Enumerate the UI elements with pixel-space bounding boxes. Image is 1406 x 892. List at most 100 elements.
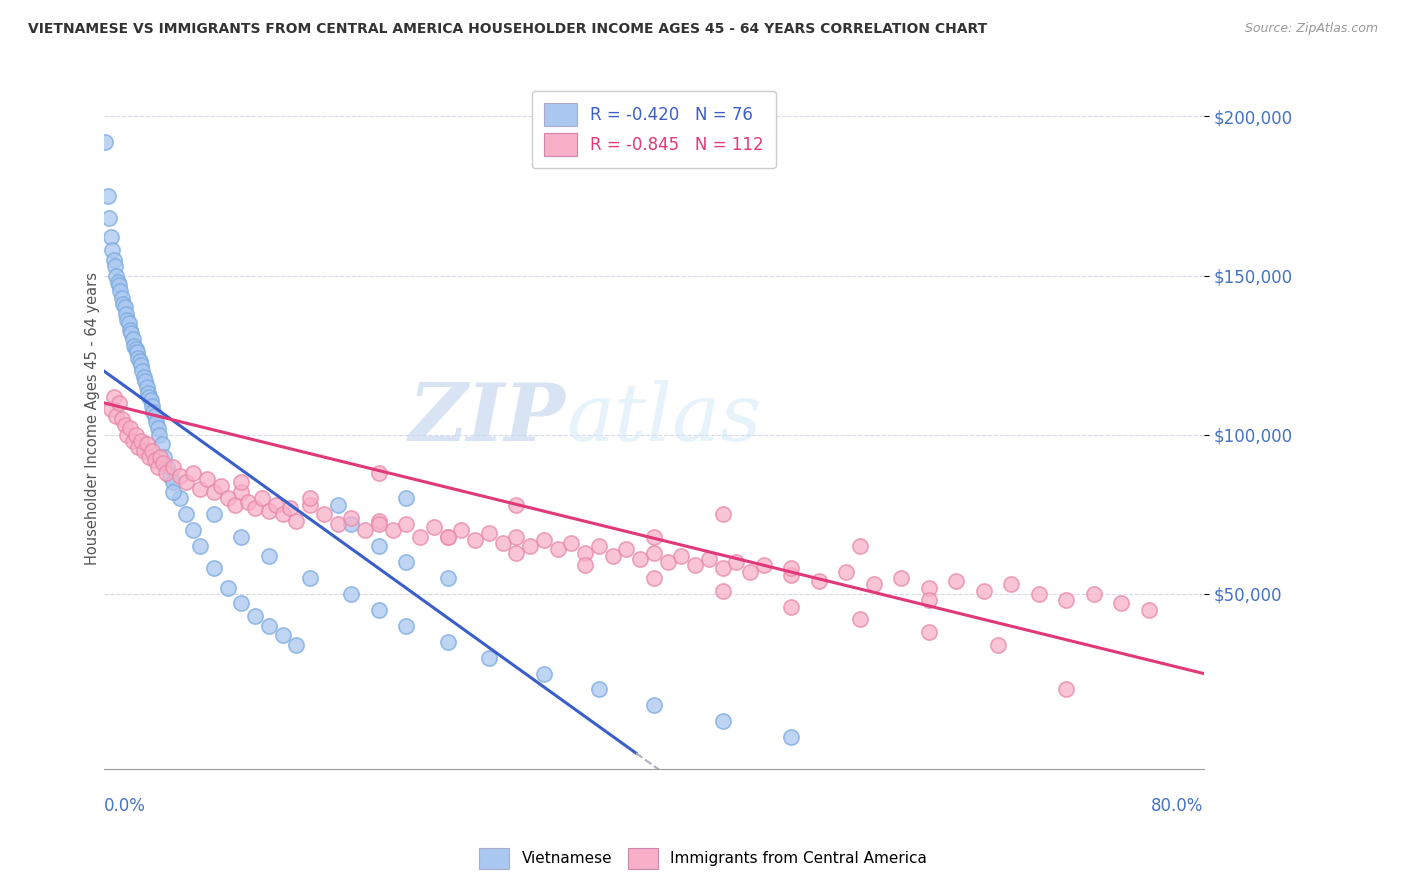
Point <box>478 526 501 541</box>
Point <box>118 316 141 330</box>
Point <box>574 558 596 573</box>
Point <box>849 539 872 553</box>
Point <box>117 313 139 327</box>
Point <box>135 437 157 451</box>
Point <box>602 549 624 563</box>
Point <box>257 504 280 518</box>
Point <box>1083 587 1105 601</box>
Point <box>121 434 143 448</box>
Point <box>238 494 260 508</box>
Point <box>533 533 555 547</box>
Point <box>231 485 253 500</box>
Point <box>409 530 432 544</box>
Legend: Vietnamese, Immigrants from Central America: Vietnamese, Immigrants from Central Amer… <box>472 841 934 875</box>
Point <box>217 491 239 506</box>
Point <box>176 508 198 522</box>
Text: VIETNAMESE VS IMMIGRANTS FROM CENTRAL AMERICA HOUSEHOLDER INCOME AGES 45 - 64 YE: VIETNAMESE VS IMMIGRANTS FROM CENTRAL AM… <box>28 22 987 37</box>
Point <box>138 450 160 464</box>
Point <box>807 574 830 589</box>
Point <box>169 491 191 506</box>
Point <box>176 475 198 490</box>
Point <box>134 374 156 388</box>
Point <box>505 498 527 512</box>
Point <box>491 536 513 550</box>
Point <box>340 510 363 524</box>
Point <box>986 638 1008 652</box>
Point <box>162 459 184 474</box>
Point <box>862 577 884 591</box>
Point <box>105 409 128 423</box>
Point <box>505 530 527 544</box>
Point <box>1137 603 1160 617</box>
Point <box>299 498 322 512</box>
Point <box>202 508 225 522</box>
Point <box>299 491 322 506</box>
Point <box>711 714 734 729</box>
Point <box>780 561 803 575</box>
Point <box>110 285 132 299</box>
Point <box>725 555 748 569</box>
Point <box>98 211 121 226</box>
Point <box>588 682 610 697</box>
Point <box>112 297 135 311</box>
Point <box>202 485 225 500</box>
Point <box>643 545 665 559</box>
Point <box>588 539 610 553</box>
Point <box>278 500 301 515</box>
Point <box>257 619 280 633</box>
Point <box>129 434 152 448</box>
Point <box>299 571 322 585</box>
Point <box>107 275 129 289</box>
Text: atlas: atlas <box>565 380 761 458</box>
Point <box>111 291 134 305</box>
Point <box>188 482 211 496</box>
Point <box>231 597 253 611</box>
Point <box>209 478 232 492</box>
Point <box>683 558 706 573</box>
Text: Source: ZipAtlas.com: Source: ZipAtlas.com <box>1244 22 1378 36</box>
Point <box>1109 597 1132 611</box>
Point <box>326 498 349 512</box>
Point <box>159 469 181 483</box>
Point <box>697 552 720 566</box>
Point <box>124 427 146 442</box>
Point <box>628 552 651 566</box>
Point <box>367 466 389 480</box>
Point <box>97 189 120 203</box>
Point <box>945 574 967 589</box>
Point <box>243 500 266 515</box>
Point <box>143 409 166 423</box>
Point <box>103 390 125 404</box>
Point <box>367 516 389 531</box>
Point <box>143 453 166 467</box>
Point <box>141 443 163 458</box>
Point <box>120 326 142 340</box>
Text: 0.0%: 0.0% <box>104 797 146 815</box>
Point <box>118 323 141 337</box>
Point <box>127 441 149 455</box>
Point <box>918 625 941 640</box>
Text: ZIP: ZIP <box>409 380 565 458</box>
Point <box>105 268 128 283</box>
Point <box>146 459 169 474</box>
Point <box>231 475 253 490</box>
Point <box>162 485 184 500</box>
Point <box>264 498 287 512</box>
Point <box>711 561 734 575</box>
Point <box>94 135 117 149</box>
Point <box>340 587 363 601</box>
Point <box>146 421 169 435</box>
Point <box>381 523 404 537</box>
Point <box>285 514 308 528</box>
Point <box>103 252 125 267</box>
Point <box>643 530 665 544</box>
Text: 80.0%: 80.0% <box>1152 797 1204 815</box>
Point <box>149 450 172 464</box>
Point <box>1028 587 1050 601</box>
Point <box>152 456 174 470</box>
Point <box>643 698 665 713</box>
Point <box>738 565 761 579</box>
Point <box>153 450 176 464</box>
Point <box>224 498 246 512</box>
Point <box>560 536 582 550</box>
